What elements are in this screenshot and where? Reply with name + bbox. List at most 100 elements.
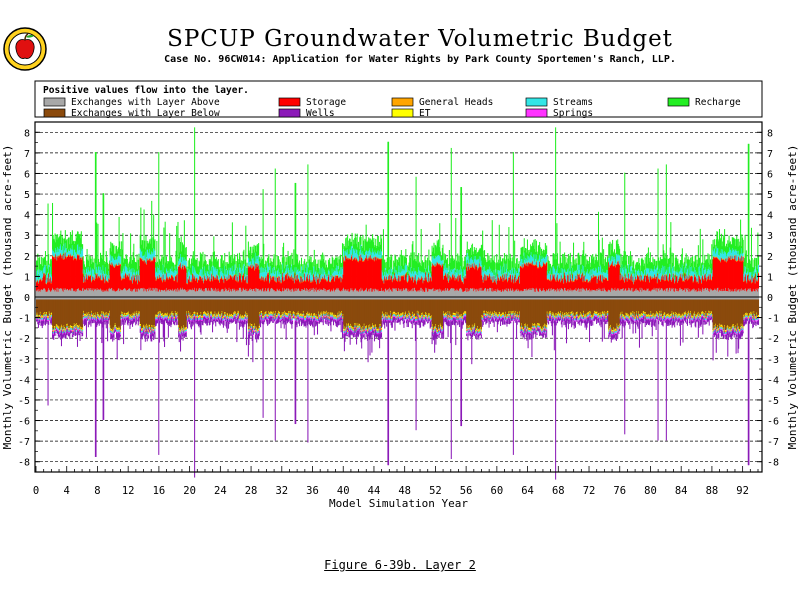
outflow-bar-segment xyxy=(86,313,88,315)
inflow-bar-segment xyxy=(165,268,167,273)
outflow-bar-segment xyxy=(142,330,144,333)
outflow-bar-segment xyxy=(53,330,55,332)
inflow-bar-segment xyxy=(70,243,72,250)
outflow-bar-segment xyxy=(49,297,51,300)
inflow-bar-segment xyxy=(157,278,159,292)
outflow-bar-segment xyxy=(60,327,63,329)
outflow-bar-segment xyxy=(60,329,63,347)
inflow-bar-segment xyxy=(117,255,119,266)
outflow-bar-segment xyxy=(187,321,189,329)
inflow-bar-segment xyxy=(153,258,155,290)
outflow-bar-segment xyxy=(55,331,57,333)
outflow-bar-segment xyxy=(167,297,169,300)
outflow-bar-segment xyxy=(44,311,46,314)
inflow-bar-segment xyxy=(124,287,126,297)
outflow-bar-segment xyxy=(62,333,64,335)
inflow-bar-segment xyxy=(59,234,61,247)
outflow-bar-segment xyxy=(164,316,166,319)
inflow-bar-segment xyxy=(132,283,134,292)
inflow-bar-segment xyxy=(65,248,67,257)
outflow-bar-segment xyxy=(124,316,127,318)
outflow-bar-segment xyxy=(131,316,133,319)
inflow-bar-segment xyxy=(162,289,164,297)
inflow-bar-segment xyxy=(50,266,52,277)
outflow-bar-segment xyxy=(93,319,95,321)
outflow-bar-segment xyxy=(85,316,87,318)
inflow-bar-segment xyxy=(141,258,143,289)
outflow-bar-segment xyxy=(91,314,93,317)
outflow-bar-segment xyxy=(95,297,97,300)
outflow-bar-segment xyxy=(128,311,130,313)
outflow-bar-segment xyxy=(98,320,100,326)
outflow-bar-segment xyxy=(53,328,55,331)
inflow-bar-segment xyxy=(135,277,137,281)
inflow-bar-segment xyxy=(45,279,47,284)
outflow-bar-segment xyxy=(159,297,161,300)
inflow-bar-segment xyxy=(106,289,108,297)
outflow-bar-segment xyxy=(157,314,159,317)
inflow-bar-segment xyxy=(108,279,111,288)
inflow-bar-segment xyxy=(71,256,73,289)
inflow-bar-segment xyxy=(119,241,121,257)
outflow-bar-segment xyxy=(105,297,107,300)
outflow-bar-segment xyxy=(69,330,71,333)
legend-swatch xyxy=(391,108,414,118)
inflow-bar-segment xyxy=(103,271,105,277)
outflow-bar-segment xyxy=(164,297,166,300)
inflow-bar-segment xyxy=(64,289,66,297)
outflow-bar-segment xyxy=(166,297,168,300)
inflow-bar-segment xyxy=(91,282,93,291)
inflow-bar-segment xyxy=(115,291,117,297)
outflow-bar-segment xyxy=(159,314,161,317)
inflow-bar-segment xyxy=(132,252,134,269)
outflow-bar-segment xyxy=(137,299,139,314)
outflow-bar-segment xyxy=(155,299,157,316)
inflow-bar-segment xyxy=(112,265,114,267)
inflow-bar-segment xyxy=(53,252,55,257)
inflow-bar-segment xyxy=(107,278,109,283)
inflow-bar-segment xyxy=(147,259,149,261)
outflow-bar-segment xyxy=(50,317,52,320)
outflow-bar-segment xyxy=(169,299,171,315)
outflow-bar-segment xyxy=(119,328,121,331)
outflow-bar-segment xyxy=(46,299,48,316)
inflow-bar-segment xyxy=(107,262,109,275)
inflow-bar-segment xyxy=(142,288,144,297)
outflow-bar-segment xyxy=(160,313,162,316)
outflow-bar-segment xyxy=(94,318,96,321)
inflow-bar-segment xyxy=(79,258,81,260)
outflow-bar-segment xyxy=(105,320,107,322)
outflow-bar-segment xyxy=(164,313,166,316)
inflow-bar-segment xyxy=(99,270,101,278)
inflow-bar-segment xyxy=(52,234,54,251)
inflow-bar-segment xyxy=(119,288,121,297)
outflow-bar-segment xyxy=(44,299,46,312)
outflow-bar-segment xyxy=(124,312,126,314)
inflow-bar-segment xyxy=(163,280,165,291)
outflow-bar-segment xyxy=(94,316,96,318)
outflow-bar-segment xyxy=(68,330,70,333)
outflow-bar-segment xyxy=(68,332,70,334)
outflow-bar-segment xyxy=(98,315,100,317)
outflow-bar-segment xyxy=(136,297,138,300)
outflow-bar-segment xyxy=(57,326,59,329)
inflow-bar-segment xyxy=(75,241,77,253)
outflow-bar-segment xyxy=(86,316,88,318)
outflow-bar-segment xyxy=(53,297,55,300)
inflow-bar-segment xyxy=(53,238,55,252)
outflow-bar-segment xyxy=(120,315,122,317)
outflow-bar-segment xyxy=(88,313,90,315)
outflow-bar-segment xyxy=(123,297,125,300)
outflow-bar-segment xyxy=(100,316,102,318)
outflow-bar-segment xyxy=(145,325,147,327)
outflow-bar-segment xyxy=(69,299,71,329)
inflow-bar-segment xyxy=(126,276,128,278)
outflow-bar-segment xyxy=(153,330,155,332)
outflow-bar-segment xyxy=(44,313,46,315)
outflow-bar-segment xyxy=(88,317,90,319)
outflow-bar-segment xyxy=(136,314,138,316)
outflow-bar-segment xyxy=(127,312,129,314)
inflow-bar-segment xyxy=(299,260,301,271)
outflow-bar-segment xyxy=(89,314,91,316)
outflow-bar-segment xyxy=(44,316,47,319)
